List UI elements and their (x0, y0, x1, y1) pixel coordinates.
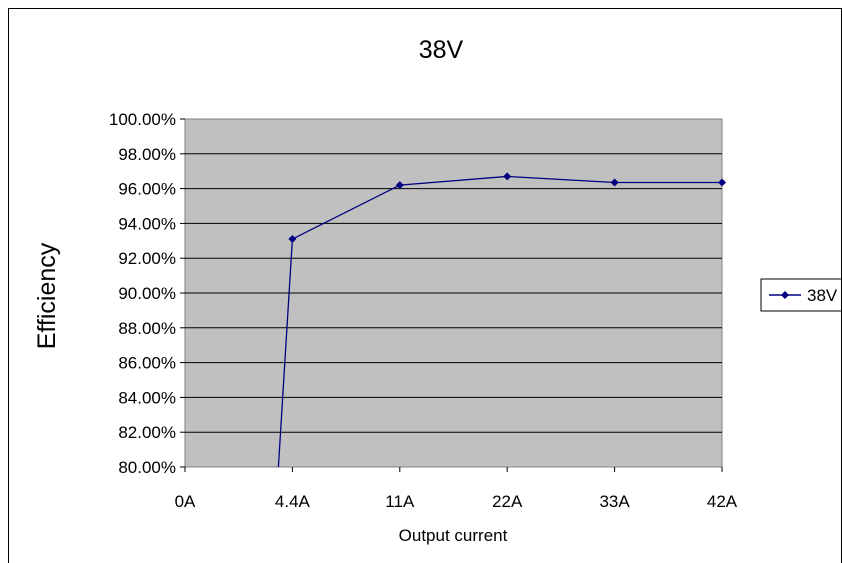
y-axis-ticks: 80.00% 82.00% 84.00% 86.00% 88.00% 90.00% 92.0… (109, 110, 185, 477)
x-axis-ticks: 0A 4.4A 11A 22A 33A 42A (175, 467, 738, 511)
data-point (610, 178, 619, 187)
efficiency-chart: 38V 80.00% 82.00% 84.00% 86.00% 88.00% 90.00%… (33, 36, 841, 545)
data-point (718, 178, 726, 187)
data-point (503, 172, 512, 181)
legend-label: 38V (807, 286, 838, 305)
gridlines (185, 153, 722, 433)
y-tick-label: 88.00% (118, 319, 176, 338)
x-tick-label: 0A (175, 492, 196, 511)
y-tick-label: 86.00% (118, 354, 176, 373)
y-tick-label: 94.00% (118, 214, 176, 233)
x-tick-label: 33A (599, 492, 630, 511)
y-tick-label: 100.00% (109, 110, 176, 129)
chart-frame: 38V 80.00% 82.00% 84.00% 86.00% 88.00% 90.00%… (8, 8, 842, 563)
y-tick-label: 82.00% (118, 423, 176, 442)
x-tick-label: 42A (707, 492, 738, 511)
x-axis-label: Output current (399, 526, 508, 545)
y-tick-label: 98.00% (118, 145, 176, 164)
series-38v (277, 172, 726, 468)
legend-marker (781, 291, 789, 299)
legend: 38V (760, 278, 841, 312)
x-tick-label: 4.4A (275, 492, 311, 511)
data-point (395, 181, 404, 190)
x-tick-label: 22A (492, 492, 523, 511)
x-tick-label: 11A (385, 492, 415, 511)
y-tick-label: 92.00% (118, 249, 176, 268)
series-offchart-segment (277, 239, 294, 468)
data-point (288, 235, 297, 244)
y-tick-label: 80.00% (118, 458, 176, 477)
y-axis-label: Efficiency (33, 242, 61, 349)
y-tick-label: 84.00% (118, 388, 176, 407)
y-tick-label: 90.00% (118, 284, 176, 303)
y-tick-label: 96.00% (118, 180, 176, 199)
chart-title: 38V (419, 36, 464, 64)
